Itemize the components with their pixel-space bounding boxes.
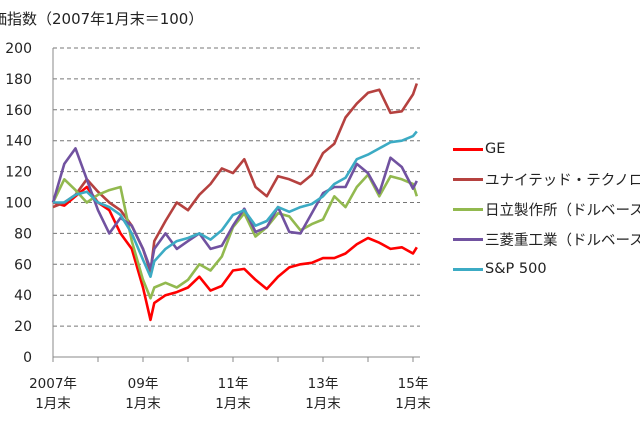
y-tick-label: 40	[14, 288, 32, 304]
x-tick-month: 1月末	[395, 396, 431, 412]
x-tick-month: 1月末	[35, 396, 71, 412]
y-tick-label: 20	[14, 319, 32, 335]
series-line-3	[51, 147, 418, 271]
legend-item: ユナイテッド・テクノロジーズ	[453, 169, 640, 189]
x-tick-label: 2007年 1月末	[13, 374, 93, 414]
x-tick-label: 15年 1月末	[373, 374, 453, 414]
x-tick-year: 09年	[127, 376, 159, 392]
y-tick-label: 80	[14, 226, 32, 242]
legend-swatch	[453, 147, 483, 151]
legend-swatch	[453, 237, 483, 241]
series-line-0	[52, 185, 418, 322]
y-tick-label: 0	[23, 350, 32, 366]
y-tick-label: 60	[14, 257, 32, 273]
x-tick-label: 13年 1月末	[283, 374, 363, 414]
x-tick-year: 15年	[397, 376, 429, 392]
legend-item: 三菱重工業（ドルベース）	[453, 229, 640, 249]
y-tick-label: 180	[5, 72, 32, 88]
legend-swatch	[453, 267, 483, 271]
y-tick-label: 160	[5, 103, 32, 119]
legend-item: S&P 500	[453, 259, 640, 279]
legend-item: 日立製作所（ドルベース）	[453, 199, 640, 219]
series-line-4	[53, 130, 418, 279]
x-tick-year: 13年	[307, 376, 339, 392]
legend-label: ユナイテッド・テクノロジーズ	[485, 172, 640, 189]
x-tick-label: 09年 1月末	[103, 374, 183, 414]
legend-swatch	[453, 177, 483, 181]
x-tick-month: 1月末	[215, 396, 251, 412]
series-line-1	[52, 83, 419, 274]
y-tick-label: 120	[5, 165, 32, 181]
legend-item: GE	[453, 139, 640, 159]
y-tick-label: 140	[5, 134, 32, 150]
y-tick-label: 200	[5, 41, 32, 57]
y-tick-label: 100	[5, 196, 32, 212]
legend-swatch	[453, 207, 483, 211]
series-line-2	[51, 173, 419, 300]
x-tick-month: 1月末	[305, 396, 341, 412]
chart-title: 価指数（2007年1月末＝100）	[0, 10, 204, 28]
legend-label: GE	[485, 141, 506, 157]
legend-label: 日立製作所（ドルベース）	[485, 202, 640, 219]
x-tick-year: 11年	[217, 376, 249, 392]
x-tick-year: 2007年	[29, 376, 77, 392]
x-tick-month: 1月末	[125, 396, 161, 412]
x-tick-label: 11年 1月末	[193, 374, 273, 414]
legend-label: S&P 500	[485, 261, 547, 277]
legend-label: 三菱重工業（ドルベース）	[485, 232, 640, 249]
